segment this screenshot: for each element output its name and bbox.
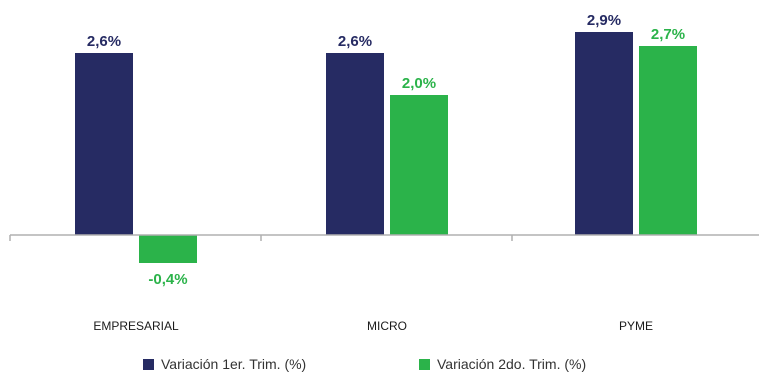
category-label-micro: MICRO xyxy=(367,319,407,333)
data-label-series-1-micro: 2,6% xyxy=(338,33,372,50)
legend-item-series-1: Variación 1er. Trim. (%) xyxy=(143,356,306,372)
data-labels-layer: 2,6% 2,6% 2,9% -0,4% 2,0% 2,7% xyxy=(87,12,685,288)
bar-series-2-pyme xyxy=(639,46,697,235)
category-label-pyme: PYME xyxy=(619,319,653,333)
legend-label-series-2: Variación 2do. Trim. (%) xyxy=(437,356,587,372)
data-label-series-1-empresarial: 2,6% xyxy=(87,33,121,50)
data-label-series-2-micro: 2,0% xyxy=(402,75,436,92)
data-label-series-2-empresarial: -0,4% xyxy=(148,271,187,288)
data-label-series-1-pyme: 2,9% xyxy=(587,12,621,29)
bars-layer xyxy=(75,32,697,263)
bar-series-1-pyme xyxy=(575,32,633,235)
data-label-series-2-pyme: 2,7% xyxy=(651,26,685,43)
bar-chart: 2,6% 2,6% 2,9% -0,4% 2,0% 2,7% EMPRESARIAL MIC… xyxy=(9,12,759,333)
legend: Variación 1er. Trim. (%) Variación 2do. … xyxy=(0,356,759,376)
category-label-empresarial: EMPRESARIAL xyxy=(93,319,179,333)
bar-series-2-empresarial xyxy=(139,235,197,263)
legend-swatch-series-2 xyxy=(419,358,430,370)
x-axis xyxy=(9,234,759,241)
bar-series-2-micro xyxy=(390,95,448,235)
legend-item-series-2: Variación 2do. Trim. (%) xyxy=(419,356,586,372)
legend-label-series-1: Variación 1er. Trim. (%) xyxy=(161,356,307,372)
bar-series-1-micro xyxy=(326,53,384,235)
bar-series-1-empresarial xyxy=(75,53,133,235)
category-labels-layer: EMPRESARIAL MICRO PYME xyxy=(93,319,653,333)
legend-swatch-series-1 xyxy=(143,358,154,370)
